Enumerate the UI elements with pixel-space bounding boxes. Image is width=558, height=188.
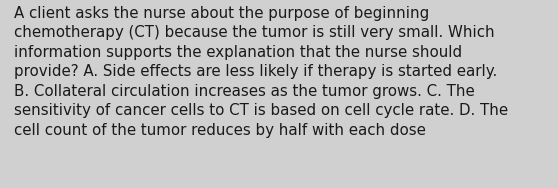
Text: A client asks the nurse about the purpose of beginning
chemotherapy (CT) because: A client asks the nurse about the purpos… (14, 6, 508, 138)
